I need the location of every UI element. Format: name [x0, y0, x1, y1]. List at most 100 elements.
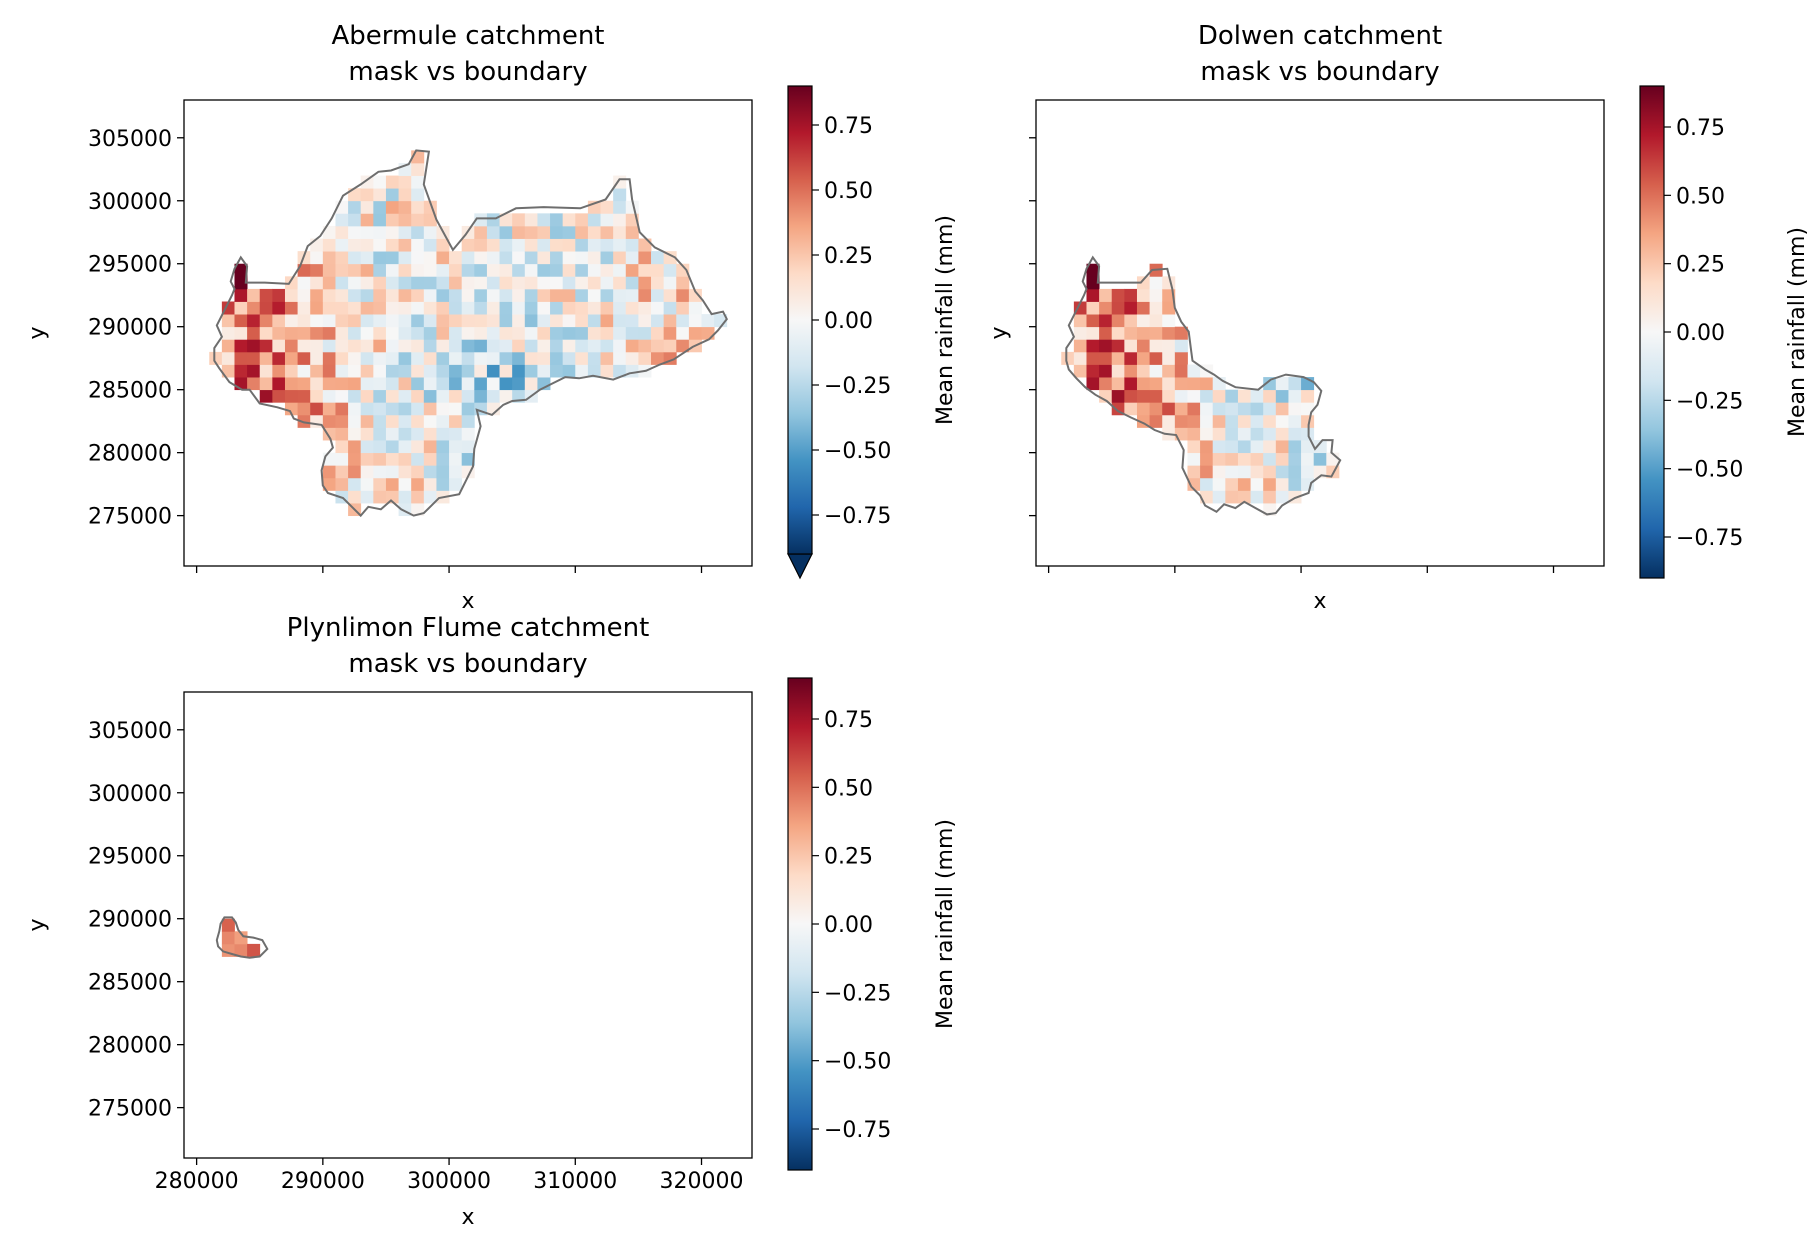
raster-cell — [537, 364, 551, 378]
colorbar-tick-label: 0.75 — [824, 708, 873, 733]
raster-cell — [524, 251, 538, 265]
raster-cell — [1225, 389, 1239, 403]
raster-cell — [297, 389, 311, 403]
raster-cell — [587, 225, 601, 239]
raster-cell — [486, 377, 500, 391]
raster-cell — [449, 351, 463, 365]
raster-cell — [436, 452, 450, 466]
raster-cell — [1275, 427, 1289, 441]
raster-cell — [613, 263, 627, 277]
raster-cell — [638, 301, 652, 315]
raster-cell — [411, 351, 425, 365]
raster-cell — [613, 225, 627, 239]
raster-cell — [1111, 364, 1125, 378]
raster-cell — [411, 452, 425, 466]
raster-cell — [360, 263, 374, 277]
raster-cell — [335, 351, 349, 365]
raster-cell — [1263, 477, 1277, 491]
raster-cell — [1237, 402, 1251, 416]
raster-cell — [625, 314, 639, 328]
raster-cell — [562, 238, 576, 252]
raster-cell — [284, 314, 298, 328]
raster-cell — [322, 402, 336, 416]
raster-cell — [1086, 301, 1100, 315]
raster-cell — [360, 490, 374, 504]
raster-cell — [1124, 351, 1138, 365]
raster-cell — [461, 301, 475, 315]
raster-cell — [398, 364, 412, 378]
raster-cell — [688, 314, 702, 328]
raster-cell — [348, 288, 362, 302]
raster-cell — [373, 175, 387, 189]
raster-cell — [1263, 490, 1277, 504]
raster-cell — [524, 301, 538, 315]
raster-cell — [499, 288, 513, 302]
raster-cell — [360, 465, 374, 479]
raster-cell — [411, 440, 425, 454]
raster-cell — [1275, 440, 1289, 454]
raster-cell — [1250, 389, 1264, 403]
raster-cell — [1162, 402, 1176, 416]
raster-cell — [587, 288, 601, 302]
raster-cell — [575, 339, 589, 353]
raster-cell — [221, 364, 235, 378]
raster-cell — [486, 225, 500, 239]
raster-cell — [1086, 314, 1100, 328]
raster-cell — [398, 238, 412, 252]
raster-cell — [1136, 351, 1150, 365]
raster-cell — [322, 326, 336, 340]
raster-cell — [562, 339, 576, 353]
raster-cell — [373, 440, 387, 454]
raster-cell — [625, 251, 639, 265]
raster-cell — [587, 251, 601, 265]
raster-cell — [322, 263, 336, 277]
raster-cell — [373, 477, 387, 491]
raster-cell — [411, 288, 425, 302]
raster-cell — [575, 301, 589, 315]
raster-cell — [436, 251, 450, 265]
x-tick-label: 310000 — [533, 1169, 617, 1194]
raster-cell — [524, 364, 538, 378]
raster-cell — [613, 200, 627, 214]
raster-cell — [1275, 490, 1289, 504]
raster-cell — [297, 288, 311, 302]
raster-cell — [1200, 389, 1214, 403]
raster-cell — [360, 477, 374, 491]
raster-cell — [1275, 477, 1289, 491]
y-tick-label: 280000 — [88, 442, 172, 467]
raster-cell — [512, 326, 526, 340]
raster-cell — [335, 465, 349, 479]
raster-cell — [310, 377, 324, 391]
raster-cell — [1149, 351, 1163, 365]
raster-cell — [1212, 389, 1226, 403]
raster-cell — [360, 427, 374, 441]
raster-cell — [575, 238, 589, 252]
raster-cell — [310, 238, 324, 252]
colorbar-tick-label: 0.00 — [824, 913, 873, 938]
colorbar-gradient — [787, 85, 813, 555]
raster-cell — [398, 477, 412, 491]
raster-cell — [221, 918, 235, 932]
raster-cell — [360, 377, 374, 391]
raster-cell — [461, 377, 475, 391]
raster-cell — [411, 326, 425, 340]
raster-cell — [1111, 314, 1125, 328]
raster-cell — [297, 351, 311, 365]
raster-cell — [1162, 301, 1176, 315]
raster-cell — [575, 326, 589, 340]
y-tick-label: 290000 — [88, 316, 172, 341]
raster-cell — [587, 326, 601, 340]
raster-cell — [398, 200, 412, 214]
raster-cell — [335, 440, 349, 454]
colorbar-tick-label: −0.25 — [1676, 389, 1743, 414]
raster-cell — [651, 339, 665, 353]
raster-cell — [587, 276, 601, 290]
raster-cell — [1225, 477, 1239, 491]
raster-cell — [1149, 314, 1163, 328]
raster-cell — [638, 263, 652, 277]
colorbar-label: Mean rainfall (mm) — [1785, 227, 1810, 437]
colorbar-tick-label: 0.50 — [824, 776, 873, 801]
raster-cell — [613, 364, 627, 378]
raster-cell — [373, 213, 387, 227]
raster-cell — [1099, 314, 1113, 328]
